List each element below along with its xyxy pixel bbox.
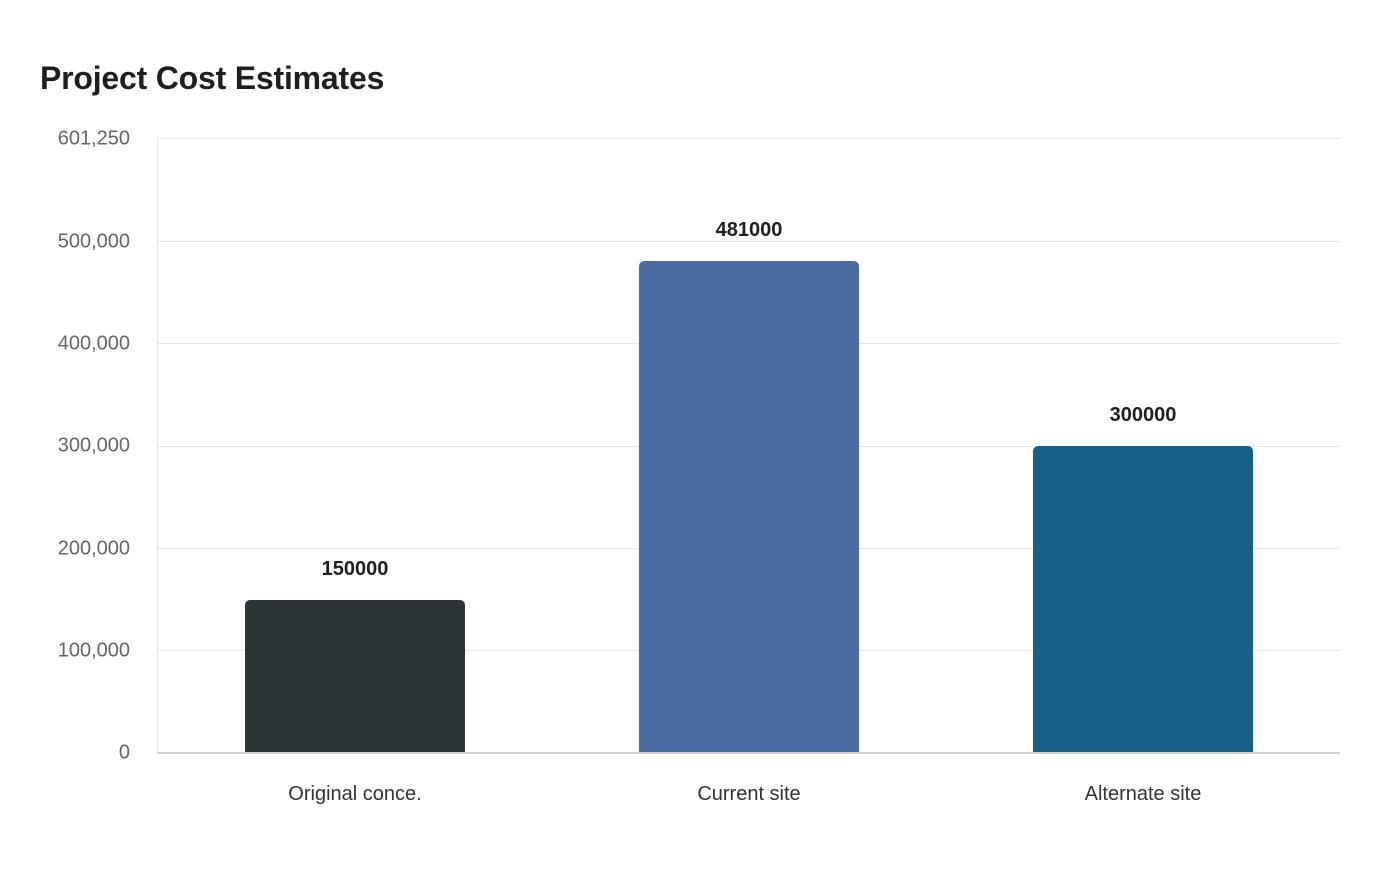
- x-category-label: Current site: [697, 783, 801, 805]
- gridline: [157, 241, 1340, 242]
- y-tick-label: 200,000: [57, 537, 130, 560]
- y-tick-label: 500,000: [57, 230, 130, 253]
- bar-value-label: 150000: [321, 558, 389, 580]
- gridline: [157, 138, 1340, 139]
- y-tick-label: 601,250: [57, 127, 130, 150]
- x-axis-line: [157, 752, 1340, 754]
- bar[interactable]: [1033, 446, 1253, 753]
- x-category-label: Alternate site: [1084, 783, 1202, 805]
- y-axis-line: [157, 138, 158, 753]
- bar-value-label: 481000: [715, 219, 783, 241]
- chart-title: Project Cost Estimates: [40, 60, 385, 96]
- y-tick-label: 100,000: [57, 639, 130, 662]
- y-tick-label: 0: [118, 741, 130, 764]
- x-category-label: Original conce.: [288, 783, 422, 805]
- y-tick-label: 300,000: [57, 434, 130, 457]
- bar[interactable]: [639, 261, 859, 753]
- bar-value-label: 300000: [1109, 404, 1177, 426]
- bar[interactable]: [245, 600, 465, 753]
- y-tick-label: 400,000: [57, 332, 130, 355]
